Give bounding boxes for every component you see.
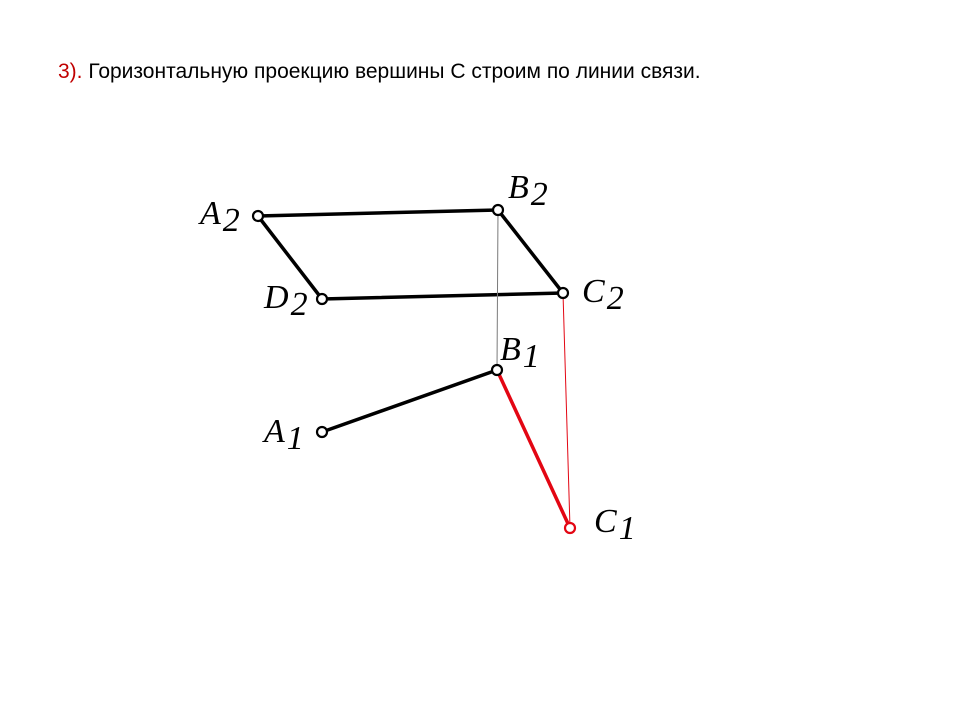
label-C2: C2	[582, 273, 624, 317]
label-B1: B1	[500, 331, 540, 375]
label-A2: A2	[198, 195, 240, 239]
label-C1: C1	[594, 503, 636, 547]
point-A1	[317, 427, 327, 437]
label-D2: D2	[263, 279, 308, 323]
point-C2	[558, 288, 568, 298]
label-A1: A1	[262, 413, 304, 457]
label-B2: B2	[508, 169, 548, 213]
point-C1	[565, 523, 575, 533]
edge-C2-C1	[563, 293, 570, 528]
point-A2	[253, 211, 263, 221]
edge-A1-B1	[322, 370, 497, 432]
diagram-canvas: A2 B2 C2 D2 B1 A1 C1	[0, 0, 960, 720]
edge-B1-C1	[497, 370, 570, 528]
edge-B2-C2	[498, 210, 563, 293]
point-D2	[317, 294, 327, 304]
point-B2	[493, 205, 503, 215]
edge-C2-D2	[322, 293, 563, 299]
edge-A2-B2	[258, 210, 498, 216]
edge-B2-B1	[497, 210, 498, 370]
